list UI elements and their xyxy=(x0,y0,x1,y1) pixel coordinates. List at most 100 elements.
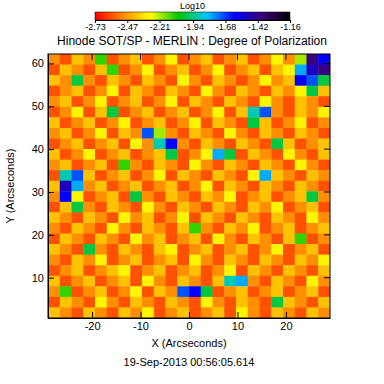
heatmap-cell xyxy=(213,234,225,245)
colorbar-label: Log10 xyxy=(180,1,205,11)
heatmap-cell xyxy=(48,234,60,245)
heatmap-cell xyxy=(189,149,201,160)
heatmap-cell xyxy=(83,234,95,245)
heatmap-cell xyxy=(189,117,201,128)
heatmap-cell xyxy=(213,96,225,107)
heatmap-cell xyxy=(224,86,236,97)
heatmap-cell xyxy=(107,128,119,139)
heatmap-cell xyxy=(307,255,319,266)
heatmap-cell xyxy=(201,75,213,86)
heatmap-cell xyxy=(95,286,107,297)
heatmap-cell xyxy=(119,170,131,181)
heatmap-cell xyxy=(95,223,107,234)
heatmap-cell xyxy=(318,117,330,128)
heatmap-cell xyxy=(142,170,154,181)
chart-svg: -20-1001020102030405060X (Arcseconds)Y (… xyxy=(0,0,384,384)
heatmap-cell xyxy=(166,276,178,287)
heatmap-cell xyxy=(295,265,307,276)
heatmap-cell xyxy=(83,96,95,107)
heatmap-cell xyxy=(107,107,119,118)
timestamp: 19-Sep-2013 00:56:05.614 xyxy=(124,356,255,368)
heatmap-cell xyxy=(119,234,131,245)
heatmap-cell xyxy=(189,65,201,76)
heatmap-cell xyxy=(154,265,166,276)
heatmap-cell xyxy=(130,160,142,171)
heatmap-cell xyxy=(189,138,201,149)
heatmap-cell xyxy=(248,96,260,107)
heatmap-cell xyxy=(95,117,107,128)
heatmap-cell xyxy=(189,297,201,308)
heatmap-cell xyxy=(236,54,248,65)
heatmap-cell xyxy=(318,234,330,245)
y-tick-mark xyxy=(48,63,54,64)
heatmap-cell xyxy=(248,107,260,118)
heatmap-cell xyxy=(107,223,119,234)
heatmap-cell xyxy=(177,191,189,202)
y-tick-mark xyxy=(48,149,54,150)
heatmap-cell xyxy=(213,307,225,318)
heatmap-cell xyxy=(130,212,142,223)
heatmap-cell xyxy=(283,234,295,245)
heatmap-cell xyxy=(307,181,319,192)
heatmap-cell xyxy=(248,138,260,149)
colorbar-tick-label: -1.68 xyxy=(216,22,237,32)
heatmap-cell xyxy=(224,244,236,255)
heatmap-cell xyxy=(295,244,307,255)
heatmap-cell xyxy=(271,223,283,234)
heatmap-cell xyxy=(142,286,154,297)
heatmap-cell xyxy=(307,138,319,149)
heatmap-cell xyxy=(177,307,189,318)
y-tick-mark xyxy=(48,278,54,279)
heatmap-cell xyxy=(236,138,248,149)
colorbar-tick: -1.94 xyxy=(183,20,204,32)
heatmap-cell xyxy=(95,234,107,245)
heatmap-cell xyxy=(236,181,248,192)
heatmap-cell xyxy=(154,297,166,308)
heatmap-cell xyxy=(307,117,319,128)
y-tick: 30 xyxy=(32,186,54,198)
heatmap-cell xyxy=(307,276,319,287)
heatmap-cell xyxy=(83,191,95,202)
heatmap-cell xyxy=(318,65,330,76)
heatmap-cell xyxy=(318,170,330,181)
heatmap-cell xyxy=(224,117,236,128)
plot-frame xyxy=(48,54,330,318)
heatmap-cell xyxy=(283,86,295,97)
heatmap-cell xyxy=(307,212,319,223)
heatmap-cell xyxy=(166,223,178,234)
heatmap-cell xyxy=(318,54,330,65)
heatmap-cell xyxy=(95,191,107,202)
heatmap-cell xyxy=(166,128,178,139)
heatmap-cell xyxy=(201,65,213,76)
heatmap-cell xyxy=(236,234,248,245)
heatmap-cell xyxy=(177,276,189,287)
heatmap-cell xyxy=(166,202,178,213)
heatmap-cell xyxy=(154,96,166,107)
heatmap-cell xyxy=(260,170,272,181)
heatmap-cell xyxy=(60,307,72,318)
heatmap-cell xyxy=(318,160,330,171)
y-tick-label: 10 xyxy=(32,272,44,284)
heatmap-cell xyxy=(283,202,295,213)
heatmap-cell xyxy=(283,160,295,171)
heatmap-cell xyxy=(318,128,330,139)
x-tick-mark xyxy=(286,312,287,318)
heatmap-cell xyxy=(60,276,72,287)
heatmap-cell xyxy=(248,212,260,223)
heatmap-cell xyxy=(260,191,272,202)
heatmap-cell xyxy=(260,244,272,255)
x-axis-title: X (Arcseconds) xyxy=(151,337,226,349)
heatmap-cell xyxy=(189,170,201,181)
heatmap-cell xyxy=(236,286,248,297)
heatmap-cell xyxy=(142,307,154,318)
heatmap-cell xyxy=(248,191,260,202)
heatmap-cell xyxy=(107,276,119,287)
y-tick-label: 30 xyxy=(32,186,44,198)
heatmap-cell xyxy=(154,276,166,287)
heatmap-cell xyxy=(248,244,260,255)
heatmap-cell xyxy=(213,212,225,223)
y-right-tick-mark xyxy=(324,63,330,64)
heatmap-cell xyxy=(119,265,131,276)
heatmap-cell xyxy=(60,128,72,139)
heatmap-cell xyxy=(189,265,201,276)
